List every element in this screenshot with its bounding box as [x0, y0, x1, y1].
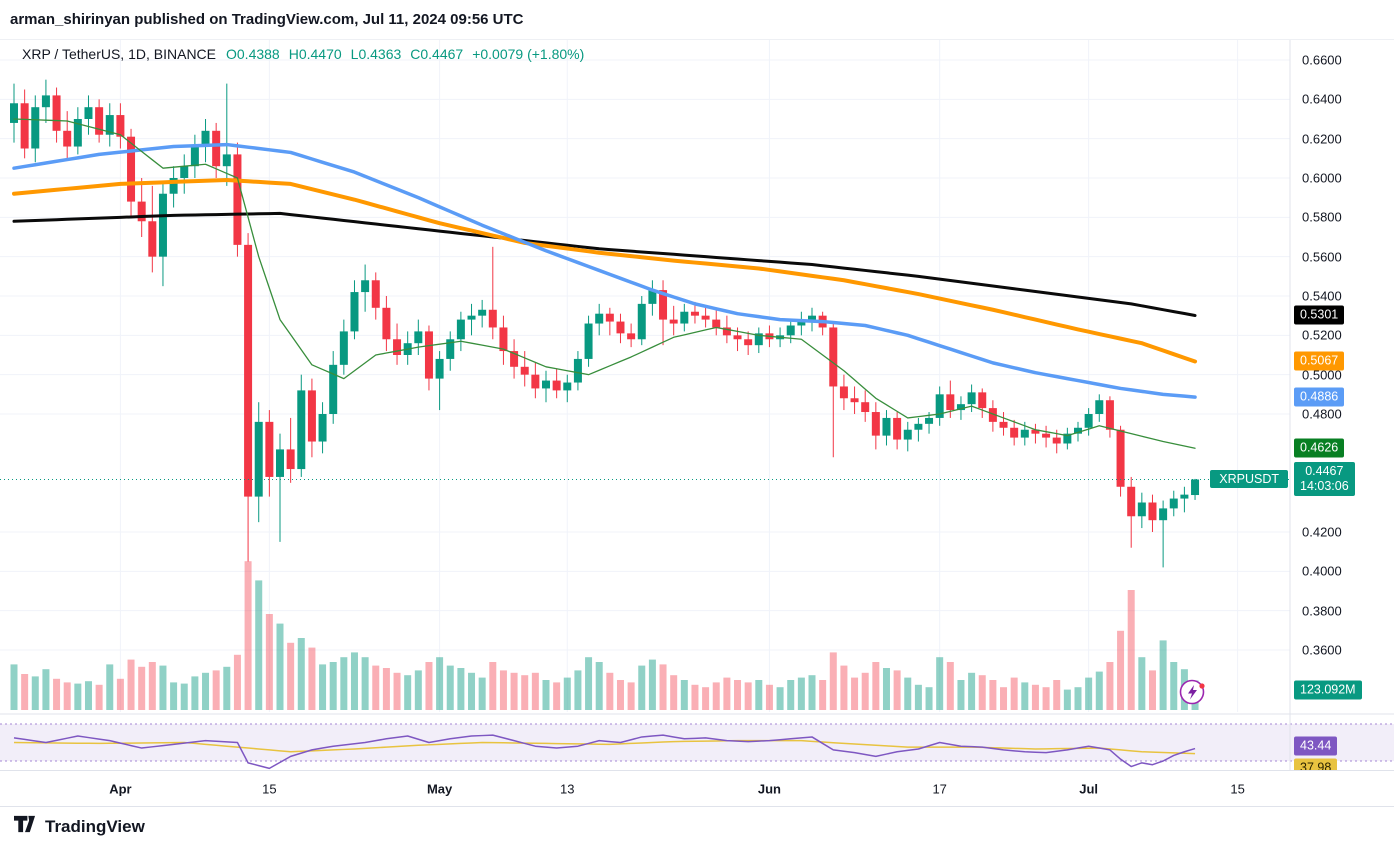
time-tick-label: Apr [109, 781, 132, 796]
ma-orange-price-label: 0.5067 [1294, 351, 1345, 371]
candles-series [10, 79, 1200, 568]
attribution-bar: arman_shirinyan published on TradingView… [0, 0, 1394, 40]
attribution-text: arman_shirinyan published on TradingView… [10, 11, 524, 28]
price-tick-label: 0.6600 [1302, 52, 1342, 68]
symbol-title[interactable]: XRP / TetherUS, 1D, BINANCE [22, 46, 216, 62]
ma-black-price-label: 0.5301 [1294, 305, 1345, 325]
chart-legend: XRP / TetherUS, 1D, BINANCE O0.4388 H0.447… [22, 46, 593, 62]
volume-series [10, 561, 1199, 710]
price-tick-label: 0.4200 [1302, 524, 1342, 540]
price-tick-label: 0.6000 [1302, 170, 1342, 186]
ma-long-black-line [12, 211, 1197, 317]
ma-short-blue-line [12, 142, 1197, 399]
brand-text[interactable]: TradingView [45, 816, 145, 836]
price-tick-label: 0.6200 [1302, 131, 1342, 147]
price-tick-label: 0.5800 [1302, 209, 1342, 225]
countdown-timer: 14:03:06 [1300, 479, 1349, 494]
price-tick-label: 0.5200 [1302, 327, 1342, 343]
ohlc-close: C0.4467 [410, 46, 464, 62]
ohlc-change: +0.0079 (+1.80%) [472, 46, 585, 62]
ohlc-open: O0.4388 [226, 46, 280, 62]
ma-mid-orange-line [12, 177, 1198, 364]
time-tick-label: 17 [932, 781, 947, 796]
time-tick-label: May [426, 781, 453, 796]
tradingview-logo-icon[interactable] [14, 815, 36, 839]
volume-value-label: 123.092M [1294, 680, 1362, 700]
rsi-band [0, 724, 1394, 761]
time-tick-label: Jul [1079, 781, 1099, 796]
price-tick-label: 0.4000 [1302, 563, 1342, 579]
price-tick-label: 0.3800 [1302, 603, 1342, 619]
symbol-price-chip: XRPUSDT [1210, 470, 1288, 489]
last-price-label: 0.4467 14:03:06 [1294, 462, 1355, 497]
ohlc-low: L0.4363 [350, 46, 402, 62]
rsi-line [13, 734, 1196, 770]
ema-fast-green-line [13, 118, 1196, 449]
price-tick-label: 0.5600 [1302, 249, 1342, 265]
ma-green-price-label: 0.4626 [1294, 438, 1345, 458]
rsi-ma-line [13, 739, 1196, 755]
price-tick-label: 0.4800 [1302, 406, 1342, 422]
price-tick-label: 0.5400 [1302, 288, 1342, 304]
ma-blue-price-label: 0.4886 [1294, 387, 1345, 407]
price-tick-label: 0.3600 [1302, 642, 1342, 658]
price-chart-canvas[interactable] [0, 40, 1394, 770]
rsi-ma-value-label: 37.98 [1294, 758, 1338, 770]
time-tick-label: Jun [757, 781, 781, 796]
time-axis[interactable]: Apr 15 May 13 Jun 17 Jul 15 [0, 770, 1394, 806]
ohlc-high: H0.4470 [288, 46, 342, 62]
time-tick-label: 15 [262, 781, 277, 796]
chart-area[interactable]: XRP / TetherUS, 1D, BINANCE O0.4388 H0.447… [0, 40, 1394, 770]
lightning-sticker-icon [1178, 677, 1208, 707]
time-tick-label: 15 [1230, 781, 1245, 796]
rsi-value-label: 43.44 [1294, 736, 1338, 756]
price-tick-label: 0.6400 [1302, 91, 1342, 107]
page-footer: TradingView [0, 806, 1394, 846]
time-tick-label: 13 [560, 781, 575, 796]
